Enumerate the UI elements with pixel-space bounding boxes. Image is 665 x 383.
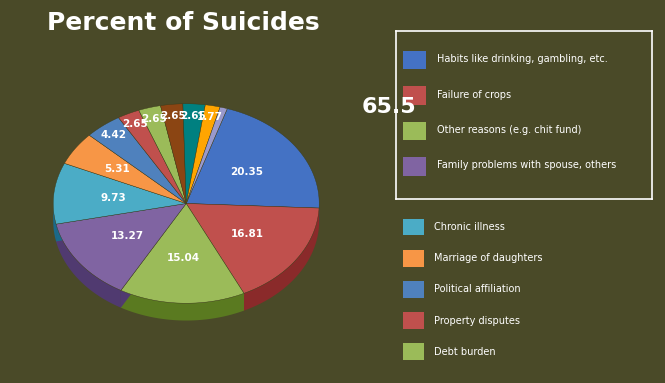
Text: Habits like drinking, gambling, etc.: Habits like drinking, gambling, etc.	[437, 54, 607, 64]
Polygon shape	[186, 203, 319, 293]
Text: Political affiliation: Political affiliation	[434, 285, 521, 295]
Polygon shape	[121, 203, 244, 303]
Text: Chronic illness: Chronic illness	[434, 222, 505, 232]
Bar	[404, 157, 426, 175]
Polygon shape	[56, 224, 121, 308]
Polygon shape	[121, 290, 244, 321]
Polygon shape	[160, 104, 186, 203]
Text: Debt burden: Debt burden	[434, 347, 495, 357]
Polygon shape	[186, 203, 319, 225]
Bar	[404, 51, 426, 69]
Bar	[404, 86, 426, 105]
Text: 2.65: 2.65	[160, 111, 186, 121]
Text: 13.27: 13.27	[110, 231, 144, 241]
Bar	[404, 250, 424, 267]
Bar	[404, 281, 424, 298]
Polygon shape	[139, 106, 186, 203]
Polygon shape	[183, 104, 205, 203]
Text: 9.73: 9.73	[100, 193, 126, 203]
Text: 2.65: 2.65	[180, 111, 206, 121]
Text: Percent of Suicides: Percent of Suicides	[47, 11, 319, 36]
Bar	[404, 343, 424, 360]
Polygon shape	[56, 203, 186, 241]
Bar	[404, 122, 426, 140]
Text: 16.81: 16.81	[231, 229, 264, 239]
Text: Failure of crops: Failure of crops	[437, 90, 511, 100]
Text: 20.35: 20.35	[230, 167, 263, 177]
Bar	[404, 219, 424, 236]
Text: 15.04: 15.04	[168, 253, 200, 264]
Polygon shape	[244, 208, 319, 311]
Text: Family problems with spouse, others: Family problems with spouse, others	[437, 160, 616, 170]
Text: 2.65: 2.65	[122, 119, 148, 129]
Polygon shape	[53, 163, 186, 224]
Polygon shape	[56, 203, 186, 241]
Text: 2.65: 2.65	[141, 114, 167, 124]
Text: 1.77: 1.77	[197, 113, 223, 123]
Text: Property disputes: Property disputes	[434, 316, 520, 326]
Text: Other reasons (e.g. chit fund): Other reasons (e.g. chit fund)	[437, 125, 581, 135]
Polygon shape	[121, 203, 186, 308]
Polygon shape	[186, 203, 244, 311]
Polygon shape	[186, 109, 319, 208]
Polygon shape	[53, 205, 56, 241]
Polygon shape	[118, 110, 186, 203]
Bar	[404, 312, 424, 329]
Polygon shape	[186, 203, 244, 311]
Text: 4.42: 4.42	[100, 130, 126, 140]
Polygon shape	[65, 135, 186, 203]
Polygon shape	[89, 118, 186, 203]
Polygon shape	[186, 107, 227, 203]
Polygon shape	[56, 203, 186, 290]
Polygon shape	[186, 105, 220, 203]
Text: 5.31: 5.31	[104, 164, 130, 174]
Text: Marriage of daughters: Marriage of daughters	[434, 253, 543, 263]
Text: 65.5: 65.5	[362, 97, 416, 117]
Polygon shape	[186, 203, 319, 225]
Polygon shape	[121, 203, 186, 308]
